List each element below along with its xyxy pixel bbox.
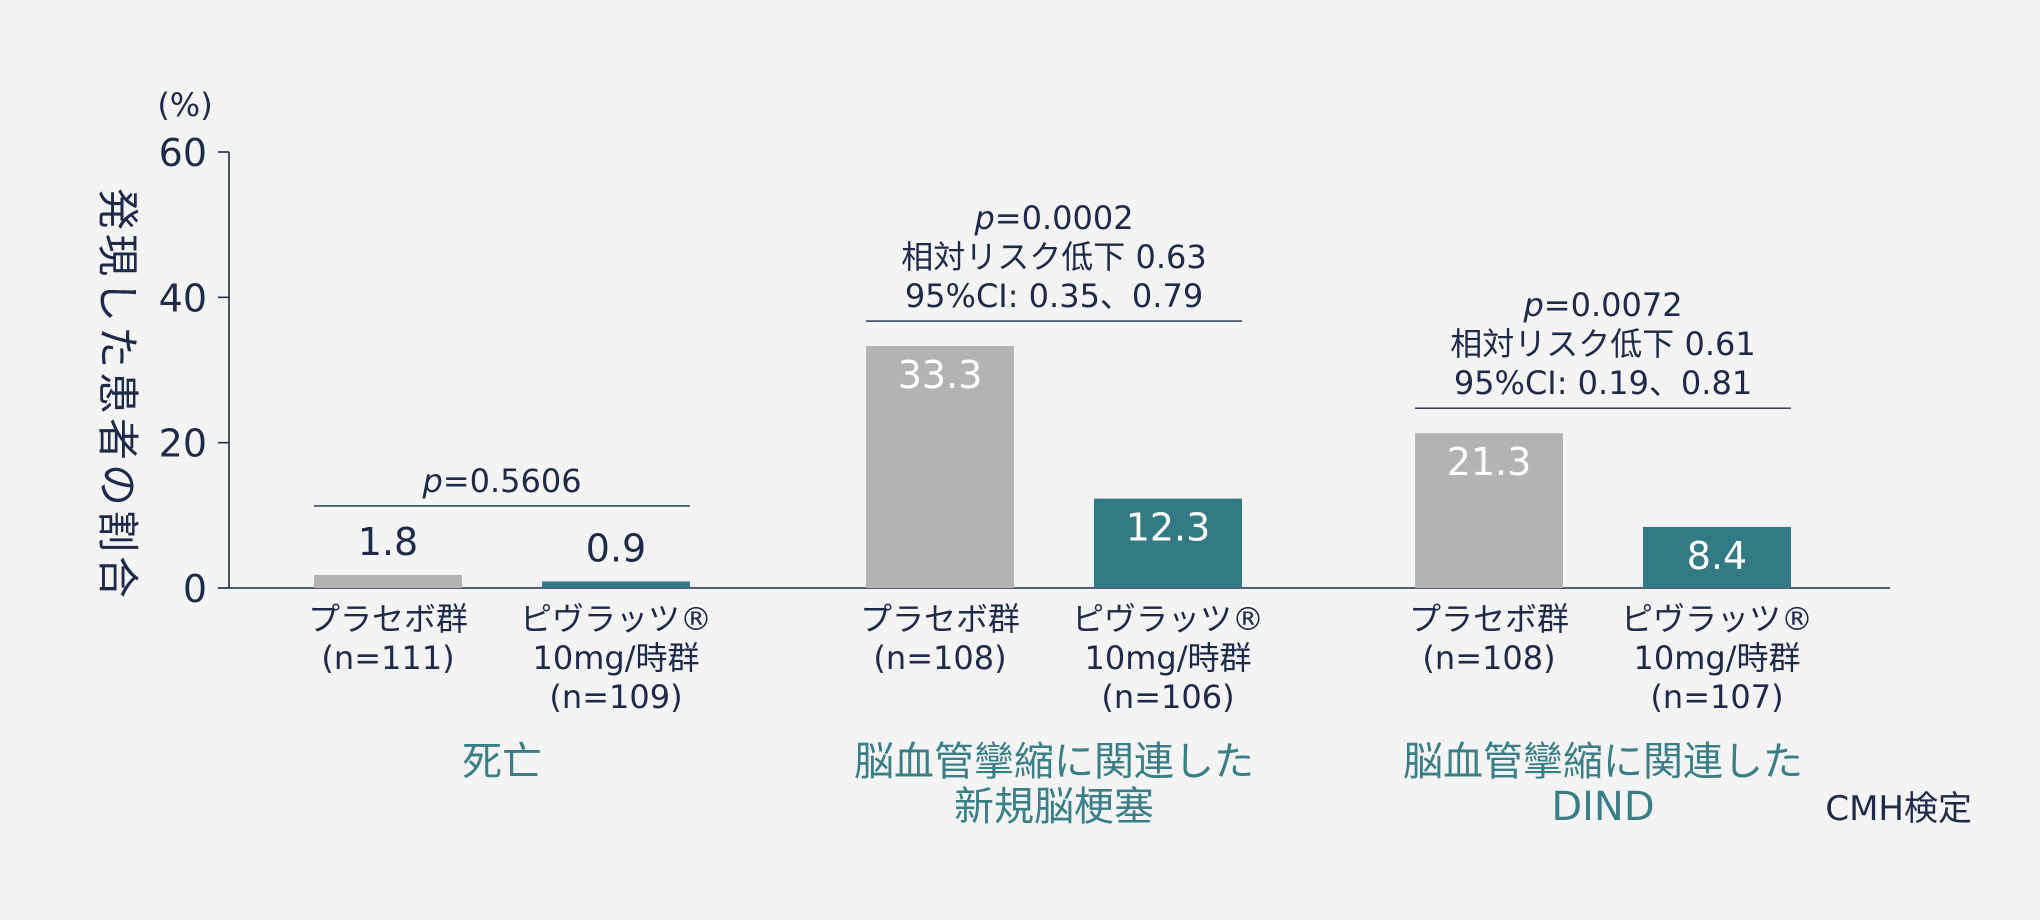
p-value-label: p=0.0002 [973, 199, 1133, 237]
bar-drug [542, 581, 690, 588]
footnote: CMH検定 [1825, 789, 1972, 829]
category-label: (n=107) [1650, 678, 1783, 716]
category-label: (n=106) [1101, 678, 1234, 716]
group-label: 脳血管攣縮に関連した [854, 739, 1254, 785]
group-label: 死亡 [462, 739, 542, 785]
category-label: ピヴラッツ® [1621, 600, 1813, 638]
category-label: ピヴラッツ® [520, 600, 712, 638]
bar-placebo [1415, 433, 1563, 588]
category-label: ピヴラッツ® [1072, 600, 1264, 638]
category-label: プラセボ群 [860, 600, 1020, 638]
category-label: (n=109) [549, 678, 682, 716]
bar-value-label: 0.9 [586, 526, 646, 570]
annotation-line: 相対リスク低下 0.63 [901, 238, 1206, 276]
annotation-line: 相対リスク低下 0.61 [1450, 325, 1755, 363]
bar-value-label: 8.4 [1687, 534, 1747, 578]
bar-value-label: 1.8 [358, 520, 418, 564]
annotation-line: 95%CI: 0.35、0.79 [905, 277, 1203, 315]
category-label: (n=108) [873, 639, 1006, 677]
bar-placebo [314, 574, 462, 588]
bar-placebo [866, 346, 1014, 588]
y-tick-label: 40 [159, 276, 207, 320]
y-unit-label: (%) [157, 86, 212, 124]
bar-drug [1094, 498, 1242, 588]
group-label: 新規脳梗塞 [954, 784, 1154, 830]
group-label: 脳血管攣縮に関連した [1403, 739, 1803, 785]
category-label: (n=111) [321, 639, 454, 677]
category-label: 10mg/時群 [1634, 639, 1801, 677]
annotation-line: 95%CI: 0.19、0.81 [1454, 364, 1752, 402]
group-label: DIND [1551, 784, 1654, 830]
p-value-label: p=0.5606 [421, 462, 581, 500]
bar-value-label: 21.3 [1447, 440, 1532, 484]
chart-marks: 02040601.8プラセボ群(n=111)0.9ピヴラッツ®10mg/時群(n… [159, 131, 1890, 830]
bar-value-label: 12.3 [1126, 506, 1211, 550]
y-tick-label: 0 [183, 567, 207, 611]
y-tick-label: 20 [159, 422, 207, 466]
category-label: プラセボ群 [308, 600, 468, 638]
y-axis-title: 発現した患者の割合 [93, 188, 142, 602]
p-value-label: p=0.0072 [1522, 286, 1682, 324]
category-label: プラセボ群 [1409, 600, 1569, 638]
category-label: 10mg/時群 [1085, 639, 1252, 677]
category-label: 10mg/時群 [533, 639, 700, 677]
category-label: (n=108) [1422, 639, 1555, 677]
bar-drug [1643, 526, 1791, 588]
bar-value-label: 33.3 [898, 353, 983, 397]
y-tick-label: 60 [159, 131, 207, 175]
